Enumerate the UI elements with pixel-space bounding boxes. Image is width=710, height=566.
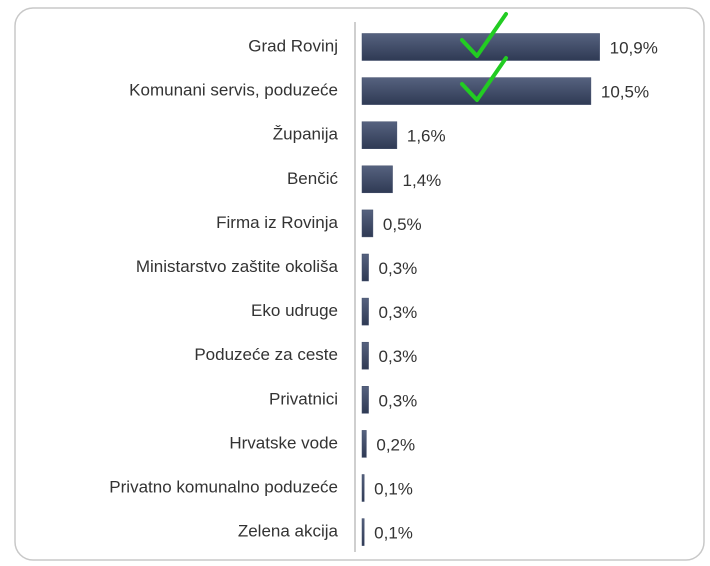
category-label: Zelena akcija (238, 522, 339, 541)
data-label: 0,1% (374, 479, 413, 498)
data-label: 0,3% (379, 347, 418, 366)
bar (361, 341, 369, 370)
category-label: Eko udruge (251, 301, 338, 320)
data-label: 10,5% (601, 83, 649, 102)
plot: Grad Rovinj 10,9% Komunani servis, poduzeć… (109, 33, 658, 546)
category-label: Firma iz Rovinja (216, 213, 338, 232)
bar (361, 165, 393, 194)
category-label: Benčić (287, 169, 339, 188)
bar (361, 209, 374, 238)
category-label: Komunani servis, poduzeće (129, 81, 338, 100)
data-label: 1,6% (407, 127, 446, 146)
data-label: 1,4% (403, 171, 442, 190)
bar (361, 474, 365, 502)
category-label: Hrvatske vode (229, 433, 338, 452)
category-label: Grad Rovinj (248, 36, 338, 55)
category-label: Poduzeće za ceste (194, 345, 338, 364)
bar (361, 430, 367, 458)
category-label: Privatno komunalno poduzeće (109, 477, 338, 496)
data-label: 0,1% (374, 524, 413, 543)
data-label: 0,3% (379, 391, 418, 410)
bar (361, 121, 398, 149)
bar (361, 518, 365, 546)
bar (361, 386, 369, 414)
data-label: 0,3% (379, 259, 418, 278)
data-label: 10,9% (610, 38, 658, 57)
category-label: Privatnici (269, 389, 338, 408)
bar (361, 297, 369, 326)
category-label: Ministarstvo zaštite okoliša (136, 257, 339, 276)
bar (361, 253, 369, 282)
data-label: 0,2% (376, 435, 415, 454)
check-mark (460, 12, 508, 58)
category-label: Županija (273, 125, 339, 144)
data-label: 0,3% (379, 303, 418, 322)
chart-frame (14, 7, 705, 561)
check-mark (460, 56, 508, 102)
data-label: 0,5% (383, 215, 422, 234)
